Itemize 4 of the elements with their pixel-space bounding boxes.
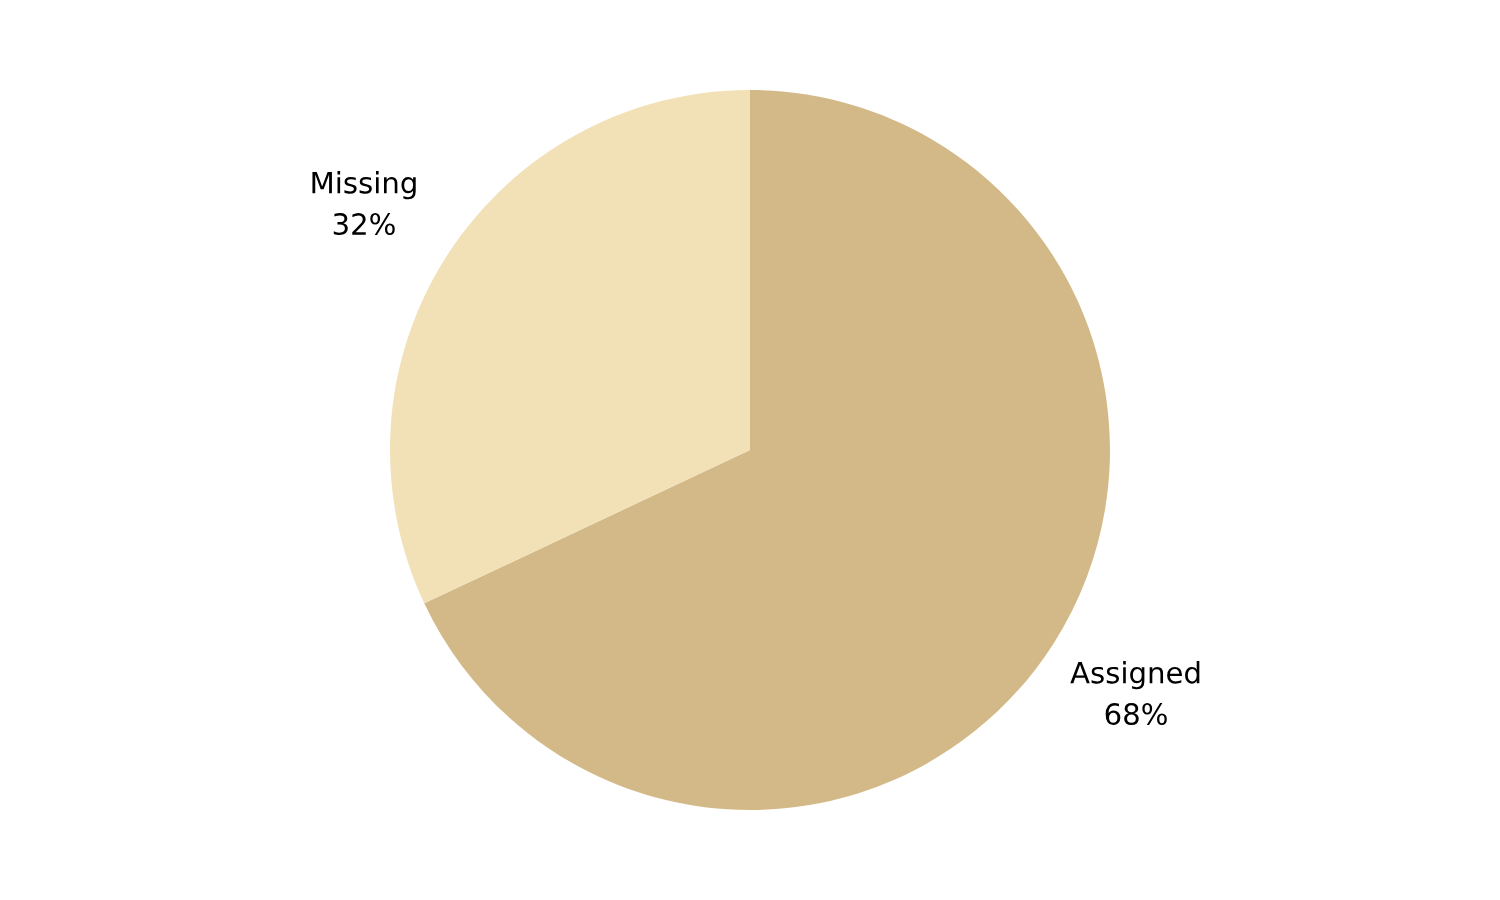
- data-label: 32%: [333, 213, 395, 236]
- slice-label: Missing: [312, 171, 416, 200]
- slice-label: Assigned: [1070, 661, 1200, 690]
- data-label: 68%: [1105, 702, 1167, 726]
